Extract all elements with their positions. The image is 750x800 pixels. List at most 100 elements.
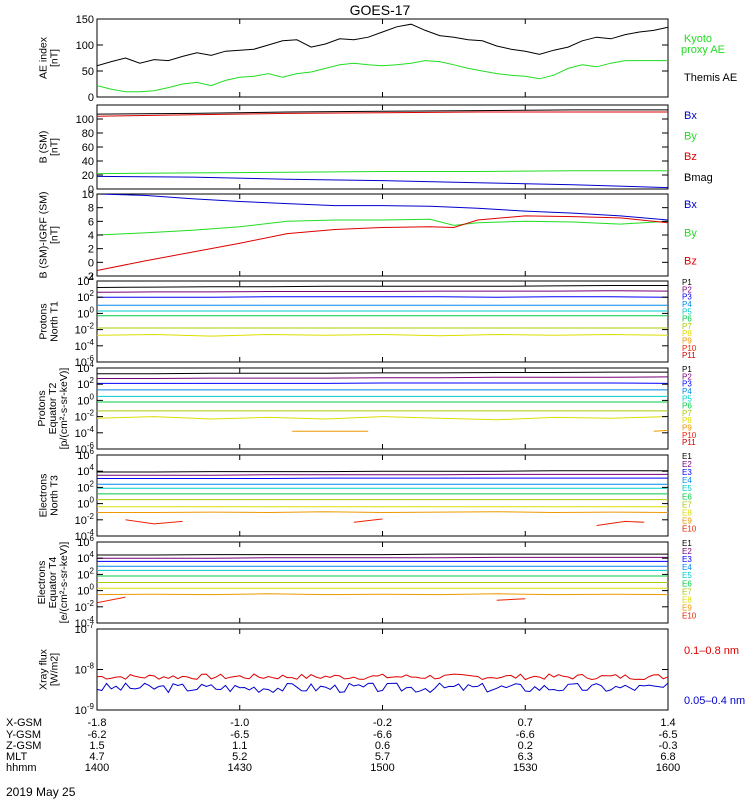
legend-entry: P6 (682, 402, 692, 411)
legend-entry: 0.1–0.8 nm (684, 645, 739, 657)
series-line-p8 (97, 333, 668, 337)
legend-entry: E8 (682, 508, 692, 517)
panel-frame (96, 454, 669, 537)
legend-entry: P4 (682, 387, 692, 396)
series-line-e10 (353, 518, 383, 523)
legend-entry: E10 (682, 612, 697, 621)
y-tick-label: 10-8 (75, 662, 95, 677)
y-tick-label: 106 (77, 447, 94, 462)
y-tick-label: 60 (82, 142, 94, 154)
y-tick-label: 100 (77, 583, 94, 598)
legend-entry: E5 (682, 484, 692, 493)
x-row-label: Y-GSM (6, 729, 41, 741)
y-axis-label: [p/(cm²-s-sr-keV)] (58, 368, 70, 450)
series-line-e2 (97, 556, 668, 559)
series-line-bmag (97, 109, 668, 115)
series-line-e9 (97, 511, 668, 514)
x-row-value: -6.6 (516, 729, 535, 741)
date-label: 2019 May 25 (6, 785, 76, 799)
y-tick-label: 100 (77, 392, 94, 407)
series-line-bx (97, 194, 668, 221)
legend-entry: P2 (682, 372, 692, 381)
legend-entry: P10 (682, 431, 697, 440)
y-tick-label: 2 (88, 244, 94, 256)
y-axis-label: North T3 (49, 475, 61, 516)
legend-entry: E3 (682, 468, 692, 477)
y-axis-label: [W/m2] (49, 653, 61, 686)
y-axis-label: [e/(cm²-s-sr-keV)] (58, 542, 70, 624)
series-line-e1 (97, 553, 668, 556)
x-row-value: 1430 (228, 762, 252, 774)
legend-entry: P5 (682, 307, 692, 316)
y-tick-label: 100 (76, 114, 94, 126)
y-tick-label: 102 (77, 479, 94, 494)
y-tick-label: 10-2 (75, 409, 95, 424)
series-line-e1 (97, 470, 668, 473)
x-row-value: -0.3 (659, 740, 678, 752)
x-row-value: -1.8 (88, 717, 107, 729)
panel-2: 0 20 40 60 80 100 B (SM) [nT] Bx By Bz Bmag (38, 104, 713, 196)
plot-area (97, 553, 668, 604)
x-row-value: -6.2 (88, 729, 107, 741)
legend-entry: Bz (684, 256, 697, 268)
plot-area (97, 673, 668, 694)
series-line-by (97, 218, 668, 236)
legend-entry: P3 (682, 380, 692, 389)
y-tick-label: 0 (88, 184, 94, 196)
x-row-value: 1600 (656, 762, 680, 774)
legend-entry: P6 (682, 315, 692, 324)
legend-entry: P8 (682, 416, 692, 425)
y-tick-label: 104 (77, 273, 94, 288)
legend-entry: P4 (682, 300, 692, 309)
legend-entry: E3 (682, 555, 692, 564)
y-tick-label: 106 (77, 534, 94, 549)
x-row-value: -6.6 (373, 729, 392, 741)
y-axis-label: B (SM)-IGRF (SM) (38, 192, 50, 279)
legend-entry: E7 (682, 587, 692, 596)
plot-area (97, 371, 668, 432)
legend-entry: P9 (682, 337, 692, 346)
legend-entry: E9 (682, 516, 692, 525)
x-row-label: Z-GSM (6, 740, 41, 752)
x-row-value: 4.7 (89, 751, 104, 763)
y-axis-label: B (SM) (38, 131, 50, 164)
legend-entry: Kyoto (684, 33, 712, 45)
x-row-value: 1.4 (660, 717, 675, 729)
plot-area (97, 23, 668, 93)
x-row-label: MLT (6, 751, 27, 763)
legend-entry: P1 (682, 278, 692, 287)
series-line-e10 (596, 520, 645, 526)
y-tick-label: 10-4 (75, 338, 95, 353)
series-line-themis-ae (97, 23, 668, 67)
x-row-label: hhmm (6, 762, 37, 774)
legend-entry: P11 (682, 438, 696, 447)
legend-entry: E7 (682, 500, 692, 509)
panel-frame (96, 628, 669, 711)
y-tick-label: 10-6 (75, 441, 95, 456)
y-tick-label: 40 (82, 156, 94, 168)
legend-entry: E4 (682, 476, 692, 485)
x-row-value: 1500 (370, 762, 394, 774)
x-row-value: -6.5 (230, 729, 249, 741)
y-tick-label: 10-2 (75, 512, 95, 527)
y-tick-label: 104 (77, 463, 94, 478)
legend-entry: P2 (682, 285, 692, 294)
legend-entry: E6 (682, 492, 692, 501)
y-tick-label: 0 (88, 92, 94, 104)
y-tick-label: 150 (76, 14, 94, 26)
y-tick-label: 50 (82, 66, 94, 78)
legend-entry: By (684, 131, 697, 143)
legend-entry: E10 (682, 525, 697, 534)
y-axis-label: Equator T4 (47, 556, 59, 608)
legend-entry: P7 (682, 322, 692, 331)
y-tick-label: 10-4 (75, 615, 95, 630)
panel-frame (96, 18, 669, 98)
legend-entry: E6 (682, 579, 692, 588)
series-line-bx (97, 175, 668, 189)
series-line-e2 (97, 473, 668, 476)
legend-entry: P8 (682, 329, 692, 338)
legend-entry: P3 (682, 293, 692, 302)
legend-entry: P11 (682, 351, 696, 360)
